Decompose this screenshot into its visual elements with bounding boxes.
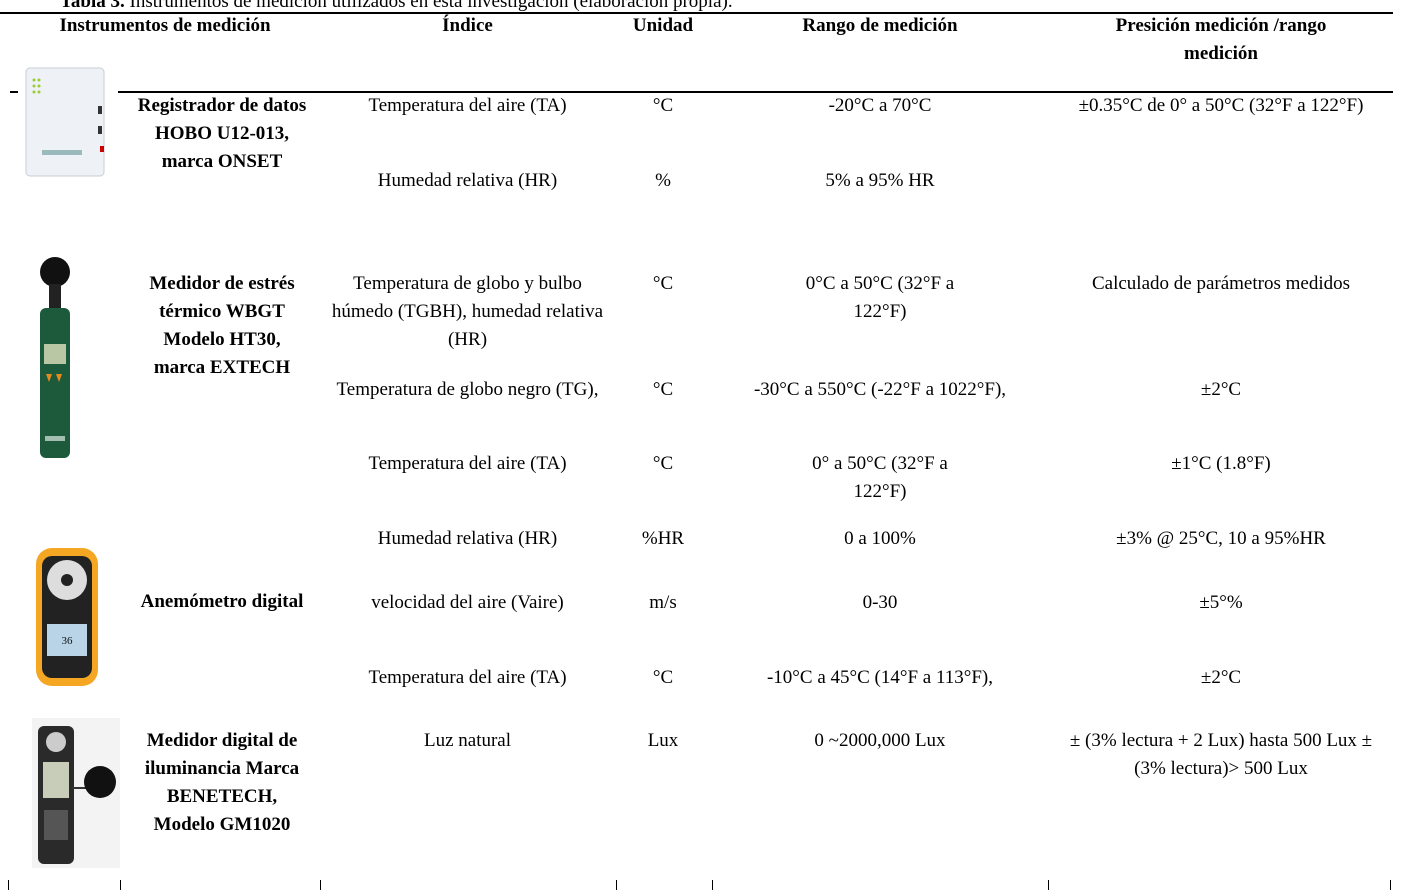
wbgt-meter-image: [40, 257, 70, 458]
index-cell: Temperatura de globo y bulbo húmedo (TGB…: [331, 273, 604, 350]
unit-cell: °C: [652, 379, 674, 400]
column-tick: [616, 880, 617, 890]
unit-cell: °C: [652, 95, 674, 116]
index-cell: velocidad del aire (Vaire): [371, 592, 564, 613]
caption-label: Tabla 3.: [60, 0, 125, 12]
instrument-name: Anemómetro digital: [140, 591, 304, 612]
instrument-name: Registrador de datos HOBO U12-013, marca…: [137, 95, 307, 172]
index-cell: Temperatura de globo negro (TG),: [336, 379, 599, 400]
top-rule: [0, 12, 1393, 14]
precision-cell: ±0.35°C de 0° a 50°C (32°F a 122°F): [1078, 95, 1364, 116]
range-cell: -10°C a 45°C (14°F a 113°F),: [766, 667, 993, 688]
header-rule-stub: [10, 91, 18, 93]
header-cell: Índice: [442, 15, 493, 36]
range-cell: -20°C a 70°C: [828, 95, 932, 116]
range-cell: 0° a 50°C (32°F a 122°F): [812, 453, 948, 502]
precision-cell: ±2°C: [1200, 379, 1242, 400]
precision-cell: ±1°C (1.8°F): [1171, 453, 1271, 474]
caption-text: Instrumentos de medición utilizados en e…: [129, 0, 733, 12]
precision-cell: ±2°C: [1200, 667, 1242, 688]
range-cell: 0 ~2000,000 Lux: [814, 730, 946, 751]
hobo-logger-image: [25, 67, 105, 177]
range-cell: 0°C a 50°C (32°F a 122°F): [805, 273, 955, 322]
header-cell: Rango de medición: [802, 15, 958, 36]
index-cell: Temperatura del aire (TA): [368, 95, 567, 116]
column-tick: [8, 880, 9, 890]
range-cell: 0-30: [862, 592, 898, 613]
header-cell: Unidad: [632, 15, 694, 36]
precision-cell: ± (3% lectura + 2 Lux) hasta 500 Lux ± (…: [1069, 730, 1373, 779]
caption: Tabla 3. Instrumentos de medición utiliz…: [60, 0, 733, 16]
precision-cell: Calculado de parámetros medidos: [1091, 273, 1350, 294]
column-tick: [1048, 880, 1049, 890]
unit-cell: °C: [652, 453, 674, 474]
unit-cell: °C: [652, 667, 674, 688]
instrument-name: Medidor de estrés térmico WBGT Modelo HT…: [149, 273, 295, 378]
index-cell: Temperatura del aire (TA): [368, 667, 567, 688]
unit-cell: °C: [652, 273, 674, 294]
column-tick: [120, 880, 121, 890]
column-tick: [320, 880, 321, 890]
unit-cell: Lux: [647, 730, 679, 751]
unit-cell: %: [655, 170, 671, 191]
index-cell: Humedad relativa (HR): [377, 170, 558, 191]
anemometer-image: 36: [36, 548, 98, 686]
index-cell: Temperatura del aire (TA): [368, 453, 567, 474]
lux-meter-image: [32, 718, 120, 868]
svg-text:36: 36: [62, 635, 74, 647]
header-rule: [118, 91, 1393, 93]
range-cell: 0 a 100%: [844, 528, 916, 549]
precision-cell: ±5°%: [1199, 592, 1243, 613]
header-cell: Presición medición /rango medición: [1115, 15, 1327, 64]
instrument-name: Medidor digital de iluminancia Marca BEN…: [144, 730, 300, 835]
index-cell: Luz natural: [423, 730, 512, 751]
unit-cell: %HR: [641, 528, 685, 549]
index-cell: Humedad relativa (HR): [377, 528, 558, 549]
header-cell: Instrumentos de medición: [59, 15, 271, 36]
range-cell: -30°C a 550°C (-22°F a 1022°F),: [753, 379, 1007, 400]
precision-cell: ±3% @ 25°C, 10 a 95%HR: [1116, 528, 1326, 549]
column-tick: [712, 880, 713, 890]
column-tick: [1390, 880, 1391, 890]
range-cell: 5% a 95% HR: [825, 170, 935, 191]
unit-cell: m/s: [649, 592, 677, 613]
